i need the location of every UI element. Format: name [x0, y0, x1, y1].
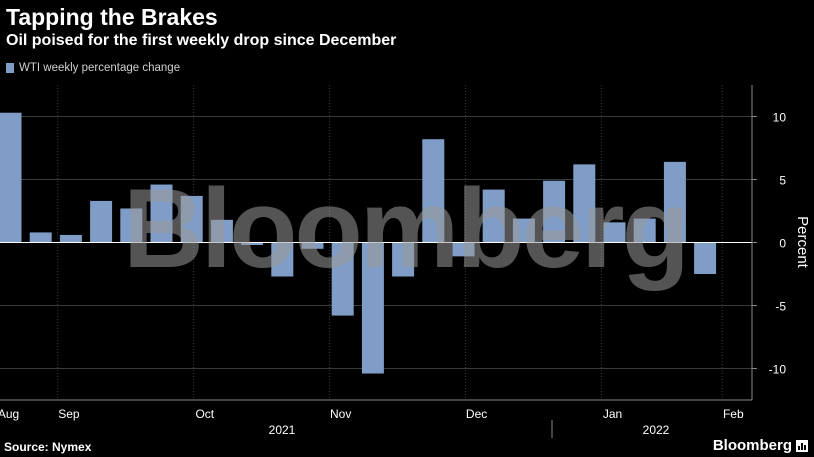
- y-tick-label: -10: [769, 363, 787, 377]
- bar-chart-icon: [796, 439, 808, 452]
- y-tick-label: 10: [773, 111, 787, 125]
- y-tick-label: -5: [775, 300, 786, 314]
- bar: [301, 242, 324, 249]
- bar: [90, 200, 113, 243]
- bar: [210, 219, 233, 243]
- legend-swatch: [6, 63, 14, 73]
- x-tick-label: Feb: [723, 407, 744, 421]
- bar: [694, 242, 717, 274]
- bar: [120, 208, 143, 243]
- legend: WTI weekly percentage change: [6, 62, 180, 74]
- bar: [361, 242, 384, 374]
- bar: [422, 139, 445, 243]
- bar: [633, 218, 656, 243]
- bar: [543, 180, 566, 243]
- y-tick-label: 0: [779, 237, 786, 251]
- bar: [573, 164, 596, 243]
- bar: [512, 218, 535, 243]
- y-tick-label: 5: [779, 174, 786, 188]
- bar: [150, 184, 173, 243]
- bar: [482, 189, 505, 243]
- x-tick-label: Jan: [603, 407, 622, 421]
- brand-name: Bloomberg: [712, 437, 792, 454]
- brand-logo: Bloomberg: [713, 437, 808, 454]
- x-tick-label: Sep: [58, 407, 80, 421]
- bar: [603, 222, 626, 243]
- chart-title: Tapping the Brakes: [6, 4, 218, 30]
- bar: [59, 234, 82, 243]
- chart-subtitle: Oil poised for the first weekly drop sin…: [6, 32, 397, 49]
- year-label: 2021: [269, 423, 296, 437]
- bar: [663, 161, 686, 243]
- bar: [180, 195, 203, 243]
- y-axis-title: Percent: [794, 216, 811, 269]
- legend-label: WTI weekly percentage change: [19, 62, 181, 74]
- bar: [331, 242, 354, 316]
- bar: [452, 242, 475, 257]
- x-tick-label: Oct: [195, 407, 214, 421]
- bar: [241, 242, 264, 246]
- source-note: Source: Nymex: [4, 440, 92, 454]
- year-label: 2022: [643, 423, 670, 437]
- x-tick-label: Dec: [466, 407, 487, 421]
- x-tick-label: Nov: [330, 407, 351, 421]
- watermark-logo: Bloomberg: [123, 166, 687, 291]
- bar: [271, 242, 294, 277]
- bar: [0, 112, 22, 243]
- bar: [29, 232, 52, 243]
- bar: [392, 242, 415, 277]
- x-tick-label: Aug: [0, 407, 19, 421]
